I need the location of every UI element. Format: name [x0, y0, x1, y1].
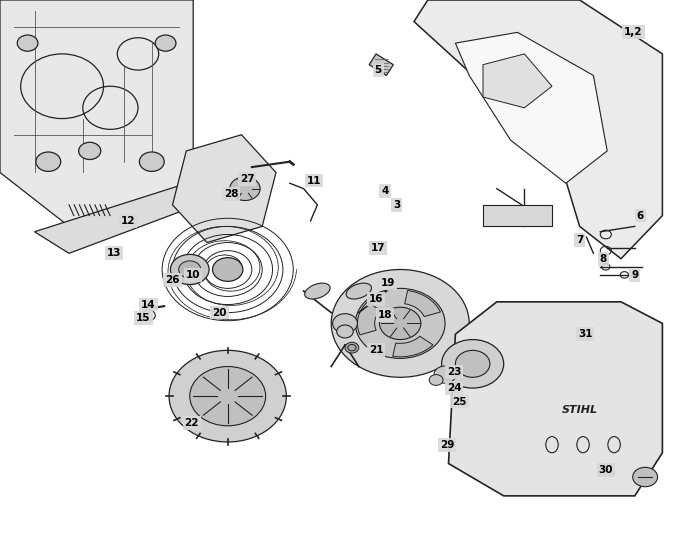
- Ellipse shape: [346, 283, 371, 299]
- Text: 14: 14: [141, 300, 156, 309]
- Text: 17: 17: [371, 243, 386, 253]
- Text: 24: 24: [446, 383, 462, 393]
- Circle shape: [434, 366, 456, 383]
- Text: 3: 3: [393, 200, 400, 210]
- Circle shape: [337, 325, 353, 338]
- Text: 29: 29: [440, 440, 454, 450]
- Text: 23: 23: [446, 367, 462, 377]
- Text: 8: 8: [600, 254, 607, 264]
- Text: 4: 4: [382, 186, 388, 196]
- Wedge shape: [393, 336, 433, 357]
- Text: 28: 28: [224, 189, 239, 199]
- Text: STIHL: STIHL: [562, 405, 598, 414]
- Wedge shape: [357, 302, 381, 335]
- Circle shape: [190, 367, 266, 426]
- Text: 22: 22: [184, 418, 199, 428]
- Ellipse shape: [305, 283, 330, 299]
- Circle shape: [380, 307, 421, 340]
- Circle shape: [429, 375, 443, 385]
- Text: 16: 16: [368, 294, 384, 304]
- Text: 11: 11: [306, 176, 322, 185]
- PathPatch shape: [414, 0, 662, 259]
- Text: 20: 20: [212, 308, 227, 317]
- Text: 5: 5: [375, 65, 382, 75]
- Text: 30: 30: [598, 465, 613, 475]
- Circle shape: [139, 152, 164, 171]
- Text: 25: 25: [452, 397, 467, 406]
- Text: 27: 27: [239, 174, 255, 184]
- Text: 6: 6: [637, 211, 644, 220]
- Circle shape: [17, 35, 38, 51]
- Circle shape: [155, 35, 176, 51]
- Circle shape: [36, 152, 61, 171]
- PathPatch shape: [455, 32, 607, 183]
- Text: 19: 19: [381, 278, 395, 288]
- Circle shape: [179, 261, 201, 278]
- PathPatch shape: [369, 54, 393, 75]
- Circle shape: [333, 314, 357, 333]
- Text: 26: 26: [165, 275, 180, 285]
- PathPatch shape: [448, 302, 662, 496]
- PathPatch shape: [34, 172, 242, 253]
- Circle shape: [79, 142, 101, 160]
- Circle shape: [169, 350, 286, 442]
- Text: 18: 18: [377, 310, 393, 320]
- Text: 12: 12: [120, 216, 135, 226]
- Text: 13: 13: [106, 248, 121, 258]
- PathPatch shape: [483, 205, 552, 226]
- Circle shape: [442, 340, 504, 388]
- Text: 7: 7: [576, 235, 583, 245]
- Circle shape: [213, 258, 243, 281]
- Circle shape: [633, 467, 658, 487]
- Text: 1,2: 1,2: [624, 27, 642, 37]
- Circle shape: [348, 344, 356, 351]
- Text: 15: 15: [136, 313, 151, 323]
- Circle shape: [230, 177, 260, 201]
- Circle shape: [331, 270, 469, 377]
- Wedge shape: [404, 291, 440, 316]
- Circle shape: [170, 254, 209, 285]
- Text: 31: 31: [578, 329, 593, 339]
- PathPatch shape: [0, 0, 193, 226]
- Circle shape: [355, 288, 445, 358]
- Text: 9: 9: [631, 270, 638, 280]
- Text: 21: 21: [368, 345, 384, 355]
- Circle shape: [345, 342, 359, 353]
- Circle shape: [455, 350, 490, 377]
- PathPatch shape: [483, 54, 552, 108]
- Text: 10: 10: [186, 270, 201, 280]
- PathPatch shape: [172, 135, 276, 243]
